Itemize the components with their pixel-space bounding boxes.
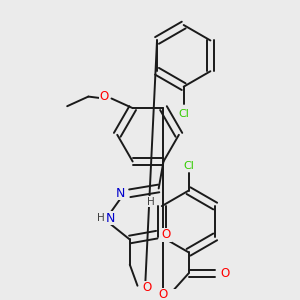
Text: O: O [220,267,230,280]
Text: O: O [142,281,152,294]
Text: N: N [116,187,125,200]
Text: O: O [99,90,108,103]
Text: Cl: Cl [183,160,194,171]
Text: Cl: Cl [178,109,189,118]
Text: H: H [147,197,155,207]
Text: H: H [97,213,105,223]
Text: N: N [106,212,115,225]
Text: O: O [162,228,171,241]
Text: O: O [159,288,168,300]
